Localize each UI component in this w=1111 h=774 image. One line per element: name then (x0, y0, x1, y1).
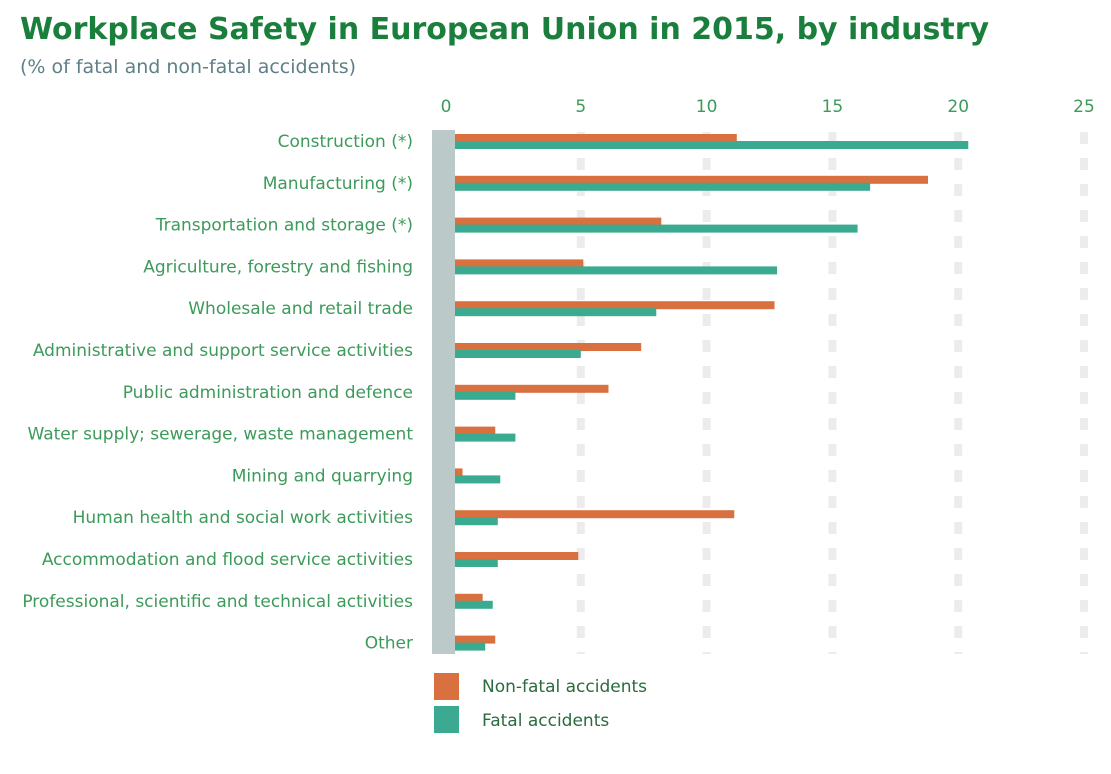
bar-fatal (455, 475, 501, 484)
bar-non-fatal (455, 468, 463, 477)
x-tick-label: 25 (1073, 97, 1095, 117)
legend-label-fatal: Fatal accidents (482, 711, 609, 731)
x-tick-label: 5 (575, 97, 586, 117)
legend-swatch-fatal (434, 706, 459, 733)
x-tick-label: 10 (696, 97, 718, 117)
category-label: Water supply; sewerage, waste management (27, 425, 413, 445)
category-label: Manufacturing (*) (263, 174, 413, 194)
category-label: Wholesale and retail trade (188, 299, 413, 319)
x-tick-label: 15 (822, 97, 844, 117)
bar-fatal (455, 642, 486, 651)
bar-non-fatal (455, 426, 496, 435)
category-label: Mining and quarrying (232, 466, 413, 486)
legend-label-non-fatal: Non-fatal accidents (482, 677, 647, 697)
category-label: Other (365, 634, 413, 654)
category-label: Professional, scientific and technical a… (22, 592, 413, 612)
bar-fatal (455, 517, 498, 526)
bar-non-fatal (455, 384, 609, 393)
bar-fatal (455, 308, 657, 317)
bar-non-fatal (455, 175, 929, 184)
x-tick-label: 0 (441, 97, 452, 117)
category-label: Administrative and support service activ… (33, 341, 413, 361)
chart-title: Workplace Safety in European Union in 20… (20, 12, 990, 47)
bar-non-fatal (455, 343, 642, 351)
category-label: Agriculture, forestry and fishing (143, 257, 413, 277)
x-axis-ticks: 0 5 10 15 20 25 (441, 97, 1095, 117)
gridlines (576, 132, 1088, 654)
bar-non-fatal (455, 259, 584, 268)
category-label: Public administration and defence (123, 383, 413, 403)
bar-non-fatal (455, 217, 662, 226)
bar-fatal (455, 141, 969, 149)
category-labels: Construction (*) Manufacturing (*) Transpo… (22, 132, 413, 654)
bar-non-fatal (455, 552, 579, 560)
bar-fatal (455, 182, 871, 191)
bar-fatal (455, 224, 858, 233)
bar-non-fatal (455, 593, 483, 602)
bar-fatal (455, 600, 493, 609)
bar-non-fatal (455, 635, 496, 644)
bar-fatal (455, 350, 581, 358)
x-tick-label: 20 (947, 97, 969, 117)
bar-fatal (455, 433, 516, 442)
chart-subtitle: (% of fatal and non-fatal accidents) (20, 56, 357, 78)
category-label: Accommodation and flood service activiti… (42, 550, 413, 570)
bar-fatal (455, 559, 498, 567)
y-axis-band (432, 130, 455, 654)
category-label: Transportation and storage (*) (155, 216, 413, 236)
bars (455, 134, 969, 651)
bar-fatal (455, 266, 778, 275)
legend: Non-fatal accidents Fatal accidents (434, 673, 647, 733)
legend-swatch-non-fatal (434, 673, 459, 700)
category-label: Human health and social work activities (73, 508, 414, 528)
bar-non-fatal (455, 301, 775, 310)
category-label: Construction (*) (278, 132, 413, 152)
bar-fatal (455, 391, 516, 400)
bar-non-fatal (455, 134, 737, 142)
bar-non-fatal (455, 510, 735, 519)
